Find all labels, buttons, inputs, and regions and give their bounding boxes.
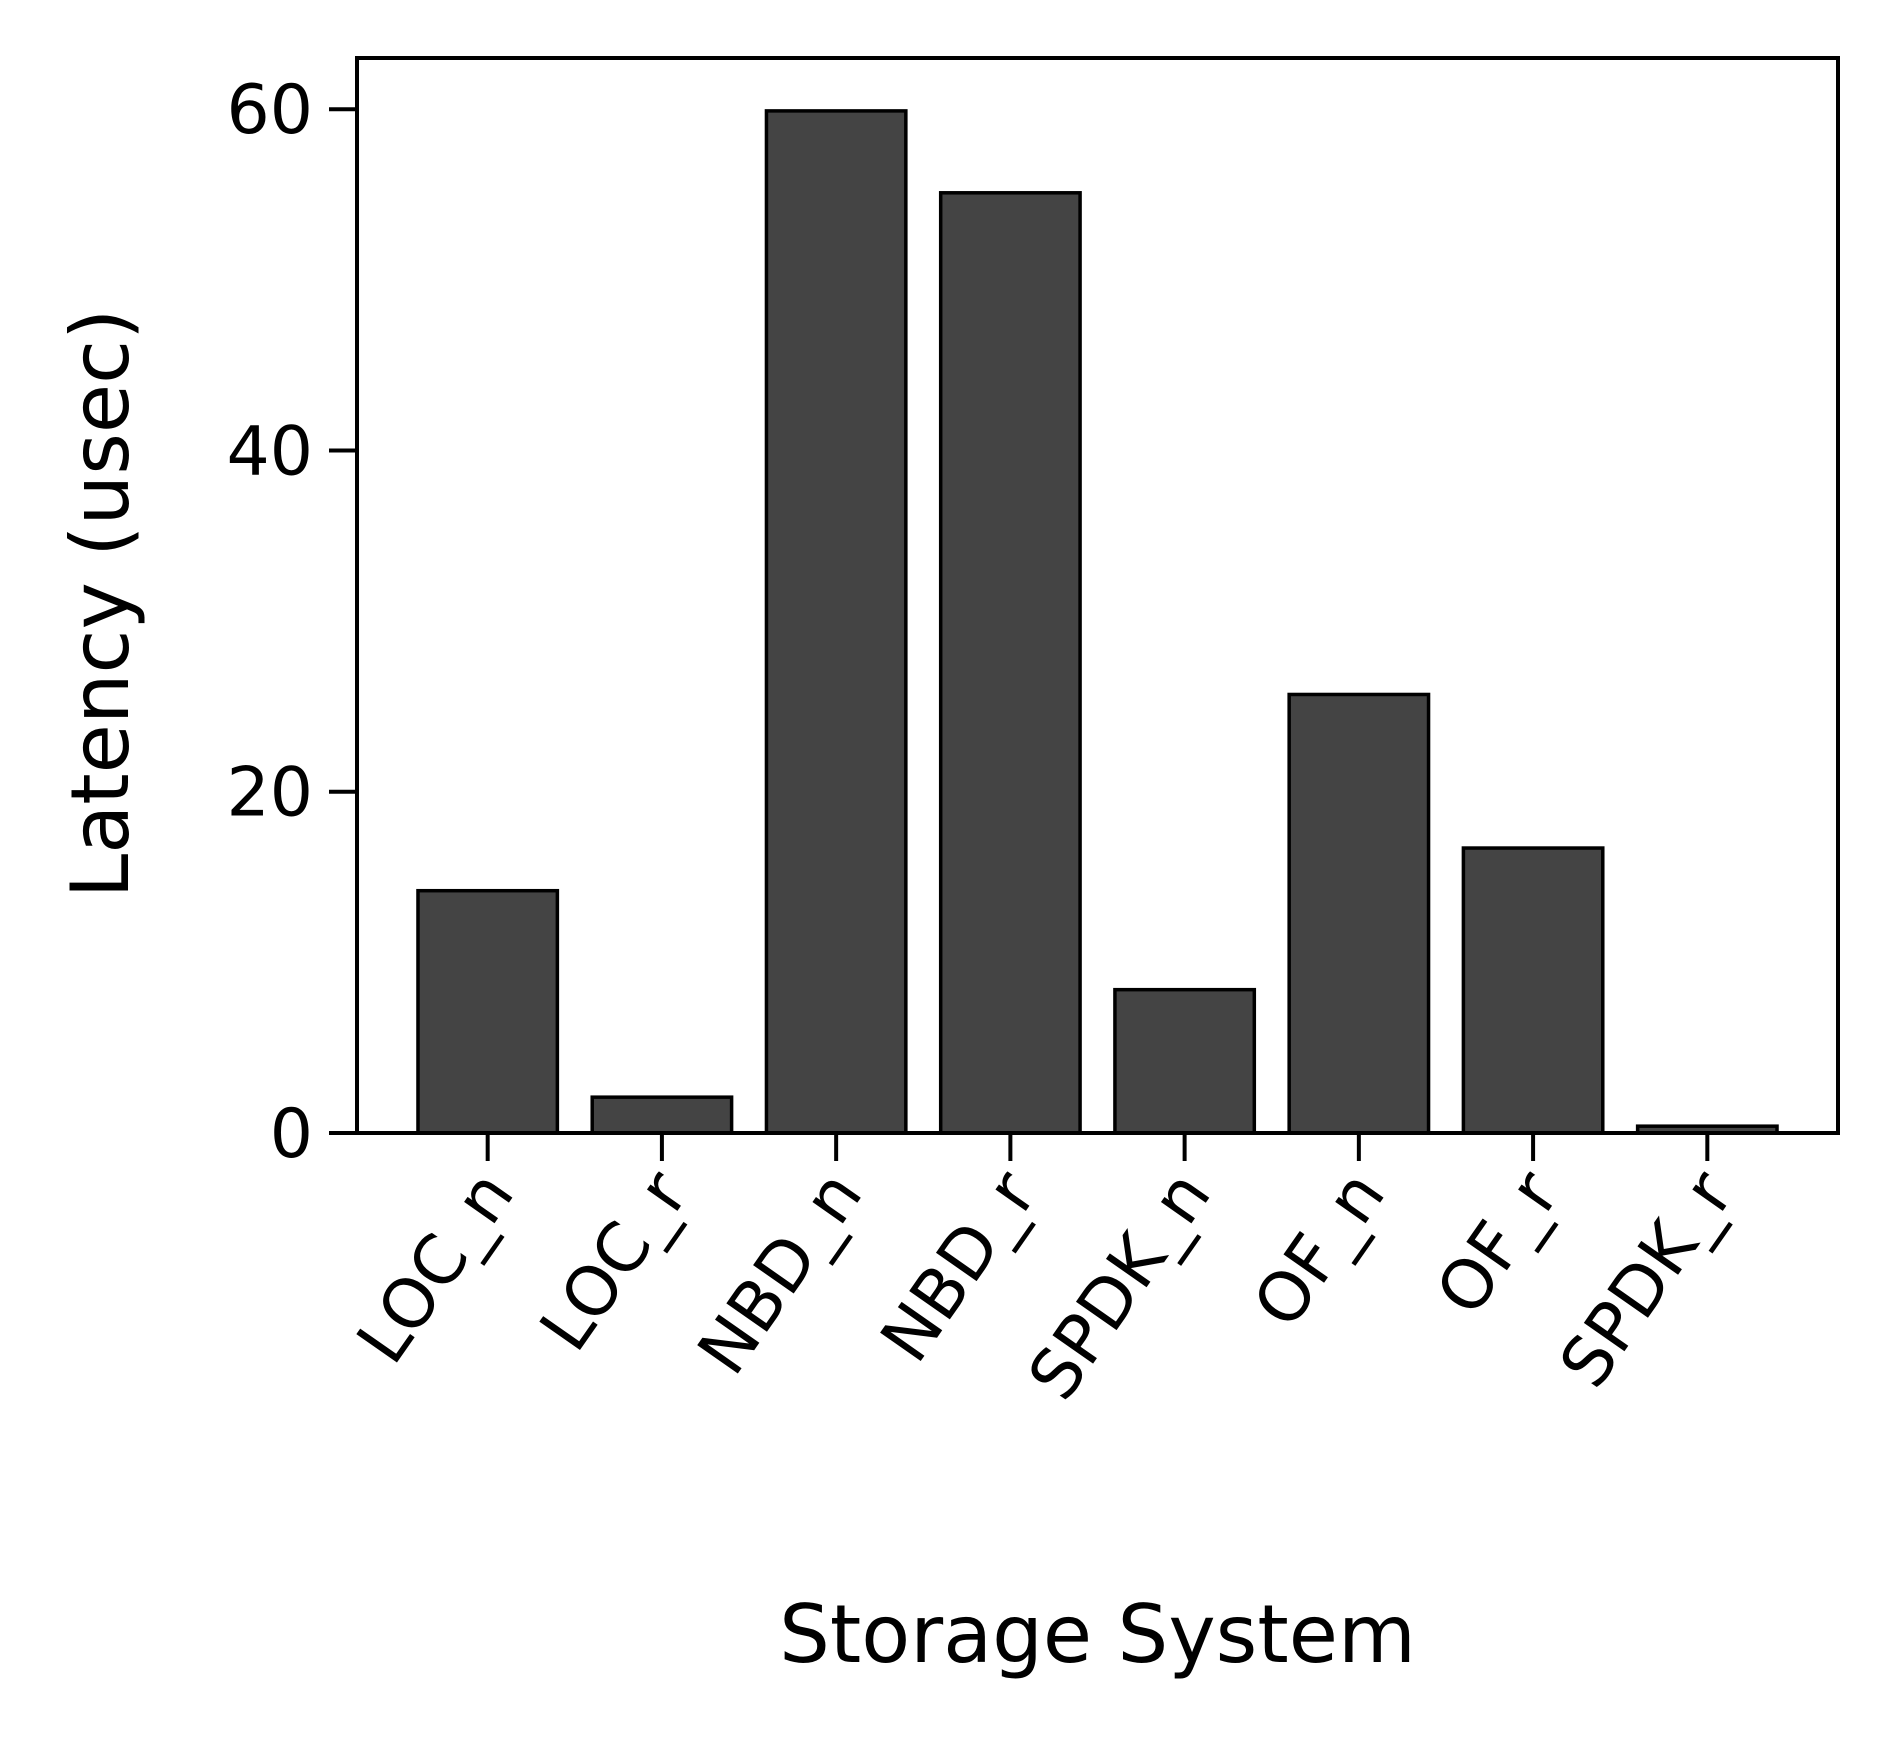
y-tick-label: 60 [226,71,313,150]
bar-nbd-r [938,191,1082,1135]
bar-loc-n [416,888,560,1135]
bar-of-r [1461,846,1605,1135]
bar-nbd-n [764,109,908,1135]
plot-frame [355,56,1840,1135]
x-axis-title: Storage System [779,1588,1416,1681]
x-tick-label: SPDK_r [1545,1157,1749,1401]
x-tick-label: NBD_r [866,1157,1052,1376]
y-tick-label: 20 [226,754,313,833]
x-tick-label: LOC_n [342,1157,529,1377]
x-tick-label: SPDK_n [1014,1157,1227,1414]
x-tick-label: LOC_r [525,1157,704,1365]
bar-loc-r [590,1095,734,1135]
x-tick-label: OF_r [1422,1157,1575,1329]
x-tick-label: OF_n [1239,1157,1401,1341]
y-axis-title: Latency (usec) [54,309,147,899]
bars-layer [416,109,1779,1135]
bar-spdk-n [1113,987,1257,1135]
x-tick-label: NBD_n [683,1157,878,1388]
axes-layer [329,56,1840,1161]
bar-of-n [1287,692,1431,1135]
y-tick-label: 40 [226,412,313,491]
y-tick-label: 0 [270,1095,313,1174]
